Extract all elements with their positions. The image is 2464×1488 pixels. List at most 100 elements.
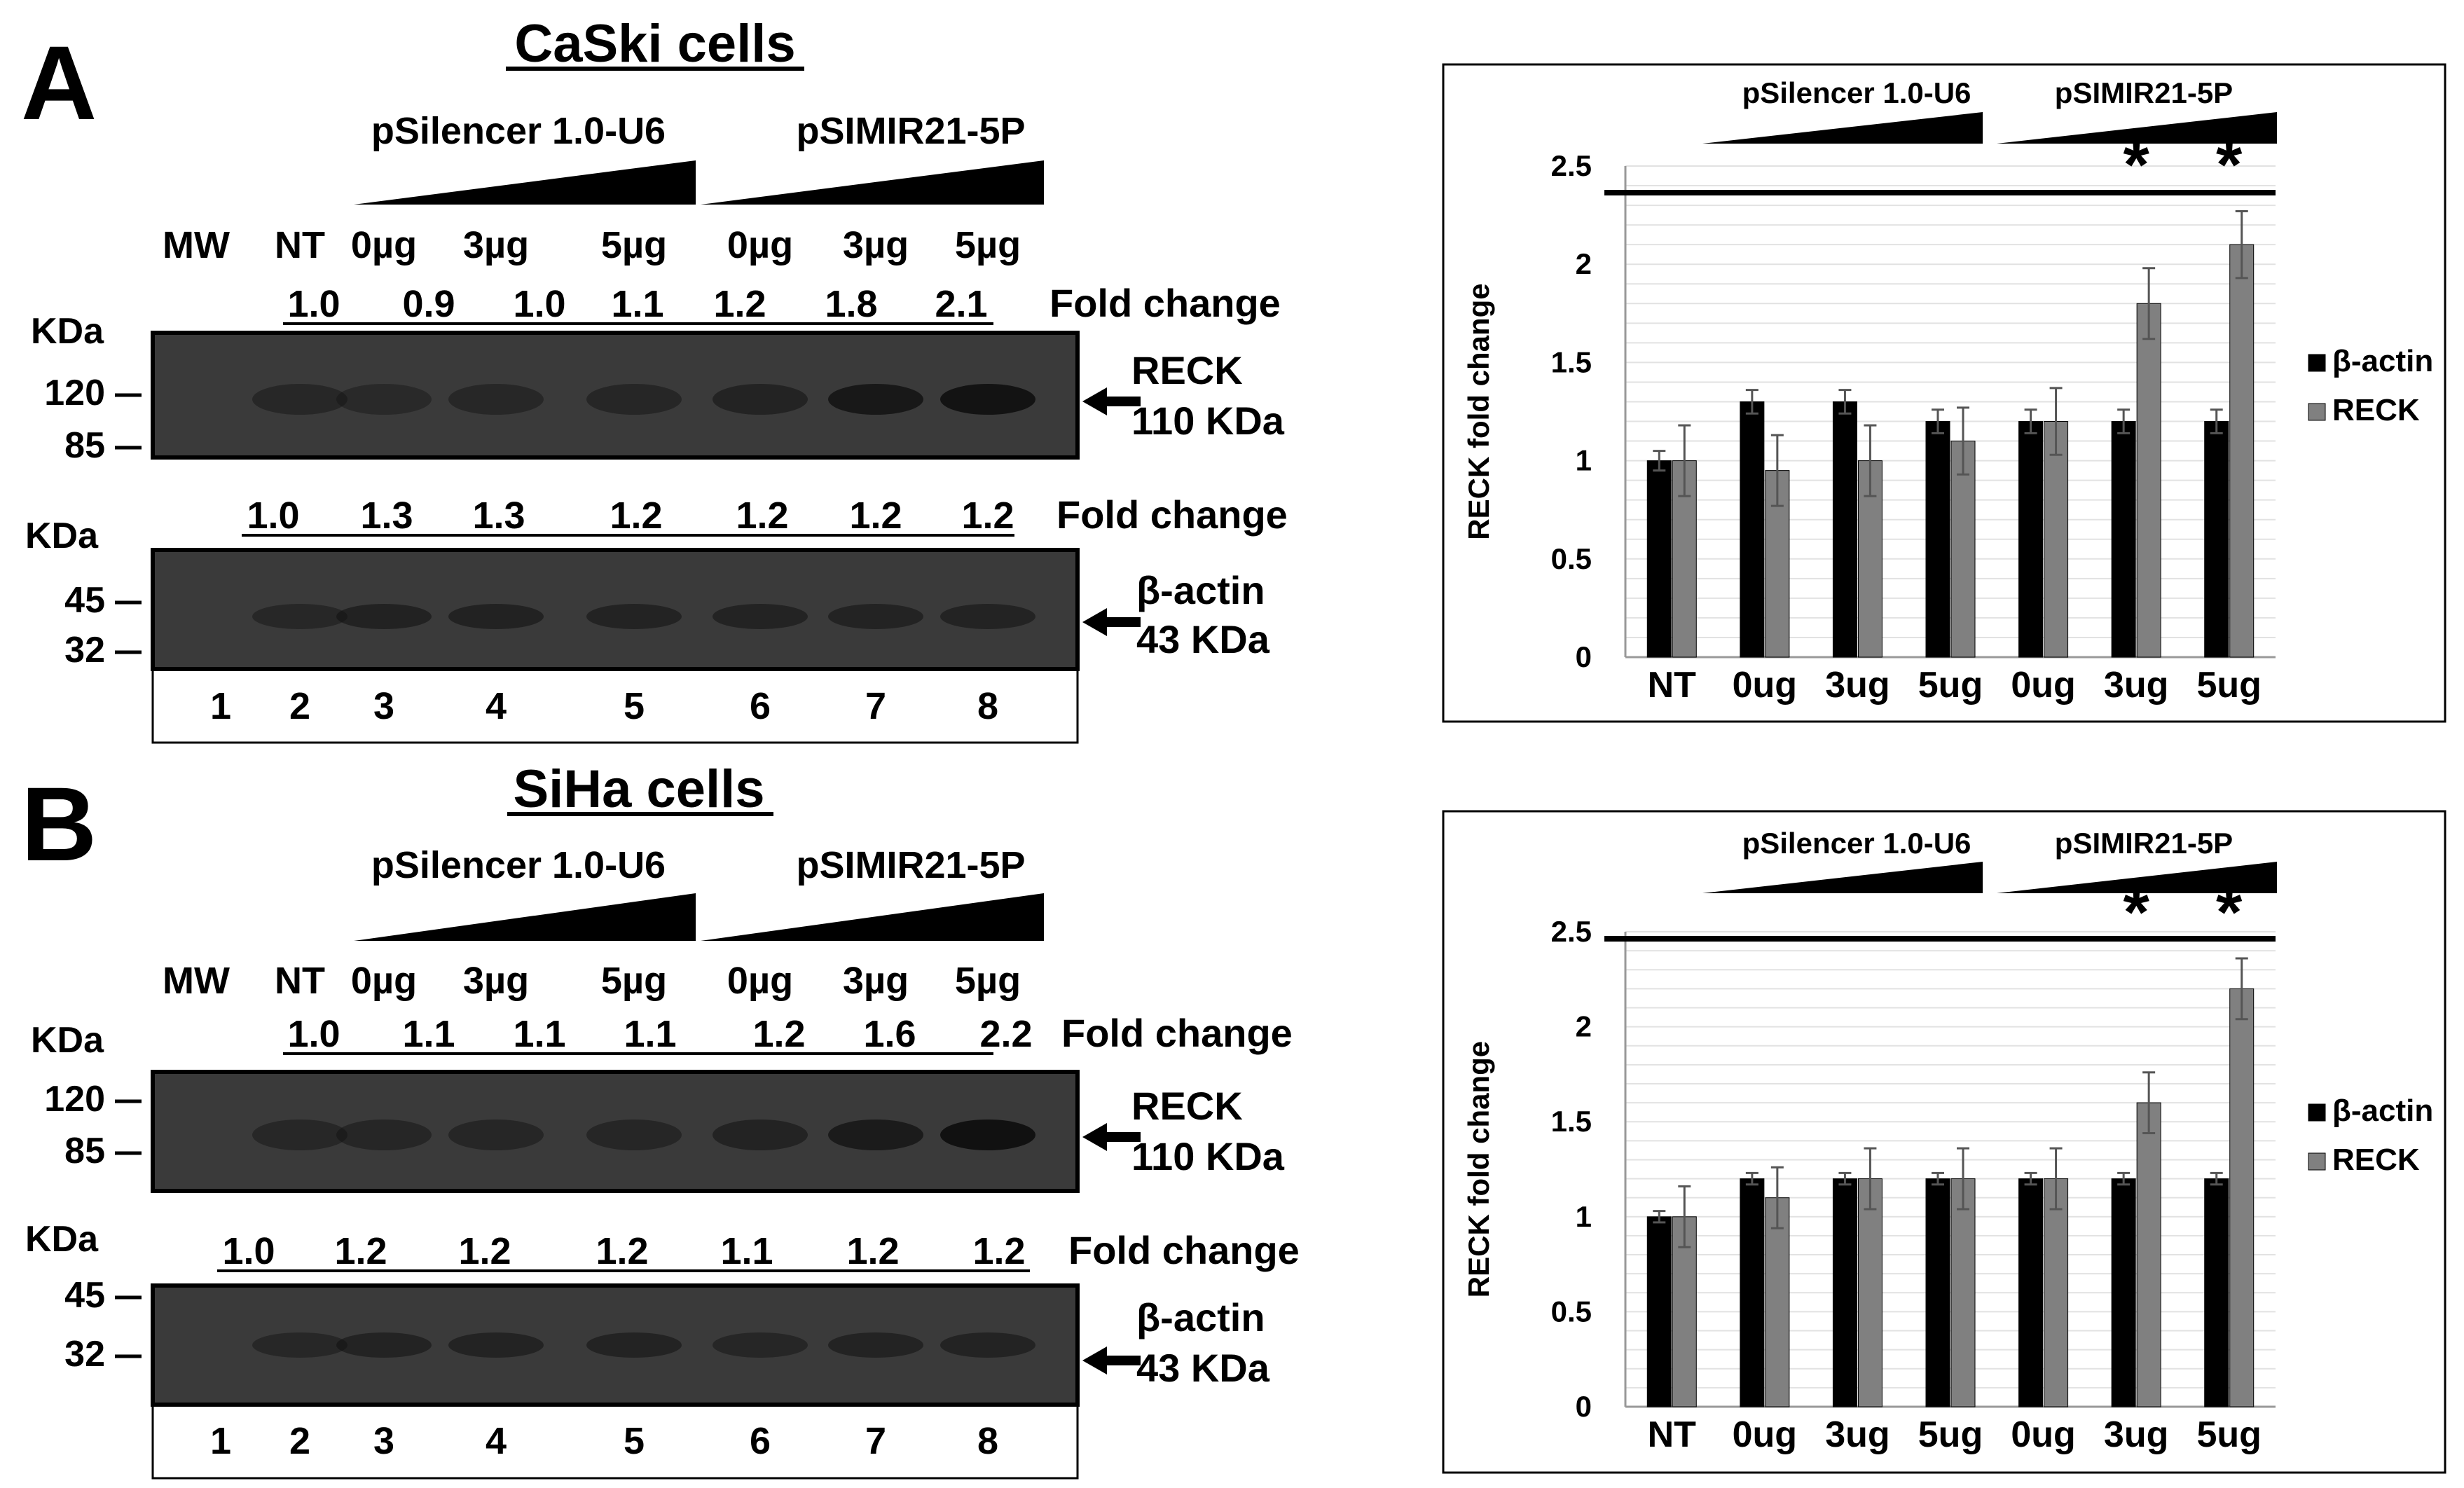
fold-value: 1.0 (513, 283, 565, 325)
mw-label: MW (163, 960, 230, 1002)
actin-band (336, 604, 432, 629)
dose-wedge-treatment (701, 160, 1044, 205)
y-tick-label: 1 (1576, 1200, 1592, 1233)
bar-actin (1832, 401, 1857, 658)
fold-value: 1.2 (736, 495, 788, 537)
panel-title: SiHa cells (513, 759, 764, 819)
group-label-control: pSilencer 1.0-U6 (371, 110, 666, 152)
reck-band (586, 1120, 682, 1150)
reck-band (448, 384, 544, 415)
actin-band (713, 604, 808, 629)
bar-reck (2229, 244, 2255, 658)
reck-band (448, 1120, 544, 1150)
lane-number: 5 (624, 685, 645, 727)
actin-name: β-actin (1136, 1295, 1265, 1339)
x-tick-label: 3ug (1825, 1414, 1890, 1455)
dose-wedge-control (354, 160, 696, 205)
arrow-head (1082, 387, 1107, 415)
bar-actin (2111, 1178, 2136, 1407)
dose-wedge-treatment (1997, 862, 2277, 893)
bar-actin (2204, 421, 2229, 658)
fold-value: 1.1 (624, 1013, 676, 1055)
actin-band (252, 1332, 347, 1358)
marker-value: 120 (44, 1079, 105, 1120)
reck-band (252, 384, 347, 415)
reck-band (713, 1120, 808, 1150)
lane-label: 3µg (843, 224, 909, 266)
bar-actin (1740, 401, 1765, 658)
lane-label: 5µg (601, 960, 667, 1002)
fold-value: 1.8 (825, 283, 877, 325)
panel-label: A (21, 24, 97, 142)
lane-number: 2 (289, 685, 310, 727)
lane-number: 5 (624, 1420, 645, 1462)
lane-label: 0µg (351, 960, 417, 1002)
bar-actin (2111, 421, 2136, 658)
bar-reck (1765, 1197, 1790, 1407)
fold-value: 2.2 (979, 1013, 1032, 1055)
reck-band (940, 384, 1035, 415)
y-tick-label: 2 (1576, 1010, 1592, 1043)
fold-change-label: Fold change (1061, 1011, 1293, 1055)
group-label-treatment: pSIMIR21-5P (796, 110, 1025, 152)
lane-number-box (151, 668, 1079, 744)
lane-number: 7 (865, 1420, 886, 1462)
marker-value: 32 (64, 1334, 105, 1375)
arrow-shaft (1106, 617, 1141, 627)
y-tick-label: 0.5 (1551, 542, 1592, 575)
arrow-head (1082, 608, 1107, 636)
bar-actin (2018, 421, 2044, 658)
bar-reck (1672, 1216, 1697, 1407)
lane-label: 3µg (463, 224, 529, 266)
reck-band (940, 1120, 1035, 1150)
lane-number: 1 (210, 685, 231, 727)
bar-actin (1740, 1178, 1765, 1407)
y-tick-label: 2.5 (1551, 915, 1592, 948)
legend-swatch (2308, 1103, 2326, 1122)
bar-actin (1925, 421, 1950, 658)
actin-band (713, 1332, 808, 1358)
kda-label: KDa (25, 1219, 99, 1260)
y-tick-label: 1 (1576, 444, 1592, 477)
group-label-control: pSilencer 1.0-U6 (371, 844, 666, 886)
fold-value: 1.2 (610, 495, 662, 537)
actin-name: β-actin (1136, 568, 1265, 612)
reck-blot-image (151, 1070, 1080, 1193)
fold-value: 1.2 (846, 1230, 899, 1272)
reck-size: 110 KDa (1131, 1134, 1285, 1178)
dose-wedge-control (1702, 112, 1983, 144)
fold-value: 1.0 (222, 1230, 275, 1272)
panel-label: B (21, 765, 97, 883)
x-tick-label: 3ug (2104, 665, 2168, 705)
fold-value: 1.2 (596, 1230, 648, 1272)
lane-number: 8 (977, 1420, 998, 1462)
x-tick-label: 0ug (1733, 1414, 1797, 1455)
marker-value: 85 (64, 425, 105, 466)
reck-band (828, 384, 923, 415)
fold-value: 1.1 (513, 1013, 565, 1055)
group-label-treatment: pSIMIR21-5P (2055, 76, 2233, 109)
arrow-head (1082, 1123, 1107, 1151)
x-tick-label: 3ug (1825, 665, 1890, 705)
marker-value: 32 (64, 630, 105, 670)
legend-label: β-actin (2332, 344, 2433, 378)
legend-swatch (2308, 1152, 2326, 1171)
arrow-head (1082, 1346, 1107, 1375)
fold-value: 1.3 (472, 495, 525, 537)
lane-label: 0µg (351, 224, 417, 266)
fold-change-label: Fold change (1068, 1228, 1300, 1272)
actin-band (336, 1332, 432, 1358)
actin-band (448, 604, 544, 629)
arrow-shaft (1106, 1132, 1141, 1142)
actin-band (940, 604, 1035, 629)
bar-actin (1646, 1216, 1672, 1407)
actin-size: 43 KDa (1136, 1346, 1270, 1390)
bar-reck (1857, 1178, 1883, 1407)
reck-band (252, 1120, 347, 1150)
x-tick-label: 0ug (2011, 1414, 2075, 1455)
actin-band (586, 604, 682, 629)
fold-value: 1.2 (849, 495, 902, 537)
bar-actin (2204, 1178, 2229, 1407)
x-tick-label: NT (1648, 665, 1697, 705)
